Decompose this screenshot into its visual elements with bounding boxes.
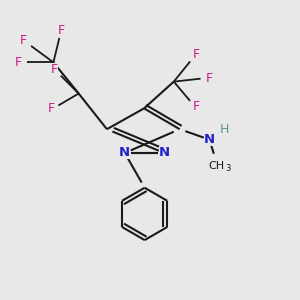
Text: F: F (51, 63, 58, 76)
Text: F: F (15, 56, 22, 69)
Text: F: F (57, 24, 64, 37)
Text: N: N (119, 146, 130, 160)
Text: F: F (205, 72, 212, 85)
Text: N: N (159, 146, 170, 160)
Text: F: F (48, 102, 55, 115)
Text: CH: CH (209, 161, 225, 171)
Text: F: F (20, 34, 27, 47)
Text: 3: 3 (225, 164, 231, 172)
Text: F: F (193, 100, 200, 113)
Text: H: H (220, 123, 230, 136)
Text: F: F (193, 48, 200, 62)
Text: N: N (204, 133, 215, 146)
